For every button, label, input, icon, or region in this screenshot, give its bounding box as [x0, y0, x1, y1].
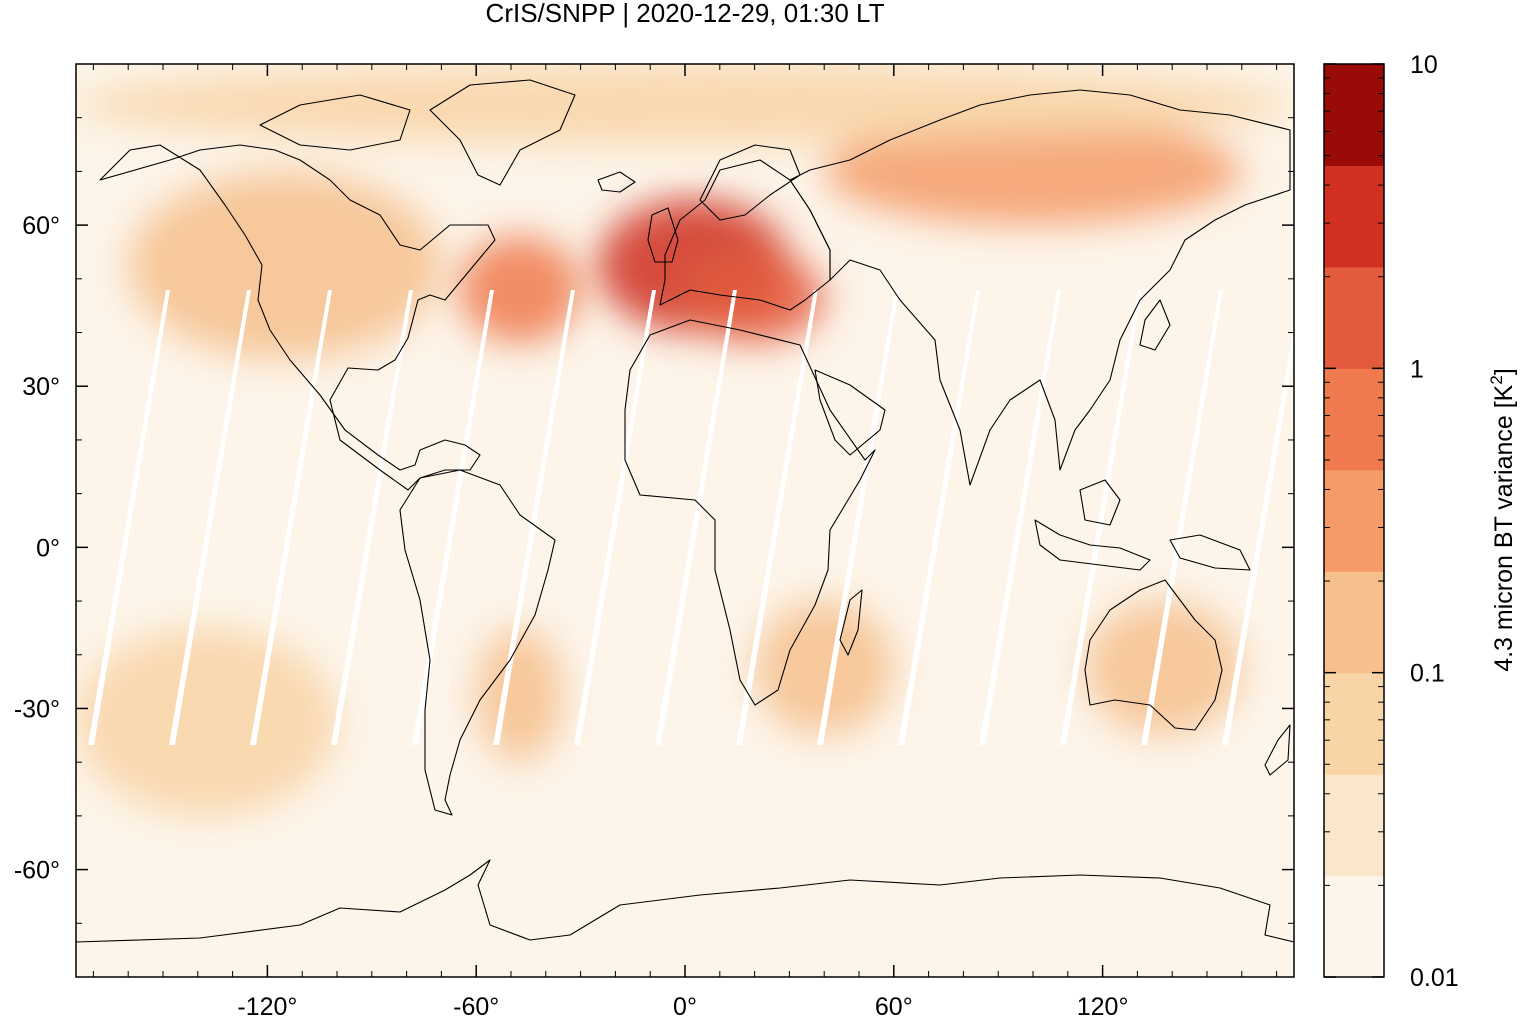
orbit-gap-12	[1060, 290, 1142, 745]
x-tick-label: 120°	[1077, 993, 1129, 1020]
colorbar-label: 4.3 micron BT variance [K2]	[1487, 368, 1518, 672]
orbit-gap-2	[250, 290, 332, 745]
variance-region-4	[824, 117, 1242, 226]
coastline-indonesia	[1034, 519, 1151, 571]
coastline-new-guinea	[1169, 534, 1251, 571]
colorbar-tick-label: 1	[1410, 355, 1424, 383]
orbit-gap-10	[898, 290, 980, 745]
colorbar-label-end: ]	[1490, 368, 1518, 375]
orbit-gap-14	[1222, 325, 1294, 745]
coastlines	[76, 79, 1294, 943]
map-axes: -120° -60° 0° 60° 120° 60° 30° 0° -30° -60°	[14, 64, 1294, 1020]
colorbar-segment	[1324, 875, 1384, 978]
x-tick-label: -120°	[237, 993, 297, 1020]
orbit-gap-11	[979, 290, 1061, 745]
colorbar-tick-label: 0.01	[1410, 964, 1459, 992]
coastline-japan	[1139, 299, 1171, 351]
coastline-british-isles	[647, 207, 679, 263]
coastline-arabia	[814, 369, 886, 456]
colorbar-segments	[1324, 64, 1384, 978]
colorbar-segment	[1324, 165, 1384, 268]
variance-region-1	[685, 251, 825, 344]
variance-region-6	[476, 627, 564, 763]
x-tick-label: -60°	[453, 993, 499, 1020]
coastline-australia	[1084, 579, 1223, 731]
colorbar-segment	[1324, 368, 1384, 471]
orbit-gap-3	[331, 290, 413, 745]
coastline-arctic-islands	[259, 94, 411, 151]
colorbar-frame	[1323, 63, 1385, 978]
variance-region-3	[128, 171, 442, 360]
coastline-borneo	[1079, 479, 1121, 526]
colorbar-label-superscript: 2	[1487, 375, 1506, 384]
colorbar: 10 1 0.1 0.01 4.3 micron BT variance [K2]	[1323, 51, 1518, 992]
coastline-asia	[789, 89, 1291, 486]
orbit-gap-6	[574, 290, 656, 745]
variance-region-7	[754, 601, 894, 736]
colorbar-segment	[1324, 64, 1384, 166]
y-tick-label: 30°	[22, 373, 60, 401]
colorbar-segment	[1324, 774, 1384, 877]
coastline-madagascar	[839, 589, 863, 656]
colorbar-tick-label: 10	[1410, 51, 1438, 79]
colorbar-segment	[1324, 571, 1384, 674]
orbit-gap-4	[412, 290, 494, 745]
x-tick-label: 60°	[875, 993, 913, 1020]
map-panel	[75, 63, 1295, 978]
colorbar-segment	[1324, 469, 1384, 572]
orbit-gaps	[88, 290, 1294, 745]
y-tick-label: -60°	[14, 857, 60, 885]
orbit-gap-9	[817, 290, 899, 745]
coastline-new-zealand	[1264, 724, 1291, 776]
x-tick-label: 0°	[673, 993, 697, 1020]
coastline-antarctica	[76, 859, 1294, 943]
variance-region-9	[76, 627, 337, 816]
orbit-gap-5	[493, 290, 575, 745]
coastline-africa	[624, 319, 876, 706]
colorbar-tick-label: 0.1	[1410, 660, 1445, 688]
orbit-gap-7	[655, 290, 737, 745]
variance-region-2	[458, 235, 581, 344]
coastline-south-america	[399, 469, 556, 816]
figure-title: CrIS/SNPP | 2020-12-29, 01:30 LT	[486, 0, 885, 28]
orbit-gap-1	[169, 290, 251, 745]
y-tick-label: -30°	[14, 695, 60, 723]
orbit-gap-13	[1141, 290, 1223, 745]
colorbar-segment	[1324, 266, 1384, 369]
colorbar-segment	[1324, 672, 1384, 775]
y-tick-label: 60°	[22, 212, 60, 240]
colorbar-ticks: 10 1 0.1 0.01	[1324, 51, 1459, 992]
variance-region-5	[76, 64, 1294, 145]
orbit-gap-8	[736, 290, 818, 745]
coastline-greenland	[429, 79, 576, 186]
y-tick-label: 0°	[36, 534, 60, 562]
coastline-north-america	[99, 144, 496, 491]
orbit-gap-0	[88, 290, 170, 745]
coastline-iceland	[597, 171, 636, 193]
